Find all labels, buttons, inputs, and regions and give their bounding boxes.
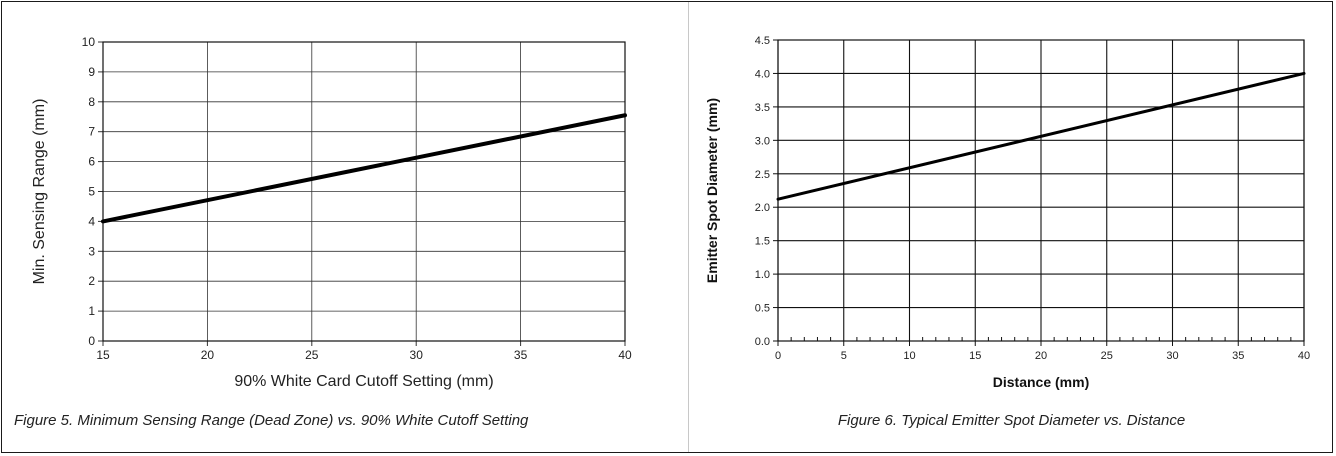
x-tick-label: 25 [305, 348, 319, 362]
y-tick-label: 2.5 [755, 169, 770, 181]
figure-6-grid [773, 39, 1305, 346]
y-tick-label: 2.0 [755, 202, 770, 214]
y-tick-label: 0.0 [755, 336, 770, 348]
y-tick-label: 9 [88, 65, 95, 79]
y-tick-label: 0.5 [755, 303, 770, 315]
y-tick-label: 1.5 [755, 236, 770, 248]
x-tick-label: 10 [903, 350, 915, 362]
y-tick-label: 3 [88, 244, 95, 258]
x-tick-label: 30 [1166, 350, 1178, 362]
y-tick-label: 1 [88, 304, 95, 318]
plot-border [777, 39, 1305, 342]
y-tick-label: 7 [88, 125, 95, 139]
x-tick-label: 35 [1232, 350, 1244, 362]
y-tick-label: 2 [88, 274, 95, 288]
x-tick-label: 30 [410, 348, 424, 362]
y-tick-label: 10 [82, 35, 96, 49]
figure-5-y-ticks: 0 1 2 3 4 5 6 7 8 9 10 [82, 35, 96, 348]
y-tick-label: 5 [88, 185, 95, 199]
figure-5-chart: 0 1 2 3 4 5 6 7 8 9 10 15 20 25 30 35 40 90% White Card… [31, 35, 632, 390]
x-tick-label: 40 [1298, 350, 1310, 362]
series-line [776, 71, 1306, 201]
figure-5-x-ticks: 15 20 25 30 35 40 [96, 348, 632, 362]
figure-6-x-ticks: 0 5 10 15 20 25 30 35 40 [775, 350, 1310, 362]
figure-5-grid [98, 41, 626, 346]
figure-6-chart: 0.0 0.5 1.0 1.5 2.0 2.5 3.0 3.5 4.0 4.5 0 5 10 15 20 2… [704, 35, 1310, 390]
figure-6-caption: Figure 6. Typical Emitter Spot Diameter … [837, 412, 1186, 429]
x-tick-label: 35 [514, 348, 528, 362]
figure-6-series [776, 71, 1306, 201]
x-tick-label: 5 [841, 350, 847, 362]
y-tick-label: 8 [88, 95, 95, 109]
figure-6-minor-ticks [790, 337, 1292, 341]
y-tick-label: 6 [88, 155, 95, 169]
y-tick-label: 4.0 [755, 68, 770, 80]
y-tick-label: 3.5 [755, 102, 770, 114]
x-tick-label: 40 [618, 348, 632, 362]
series-line [101, 113, 627, 224]
x-tick-label: 20 [1035, 350, 1047, 362]
y-tick-label: 3.0 [755, 135, 770, 147]
figure-5-x-axis-label: 90% White Card Cutoff Setting (mm) [234, 373, 493, 390]
figure-5-panel: 0 1 2 3 4 5 6 7 8 9 10 15 20 25 30 35 40 90% White Card… [2, 2, 688, 452]
figure-6-y-ticks: 0.0 0.5 1.0 1.5 2.0 2.5 3.0 3.5 4.0 4.5 [755, 35, 770, 348]
y-tick-label: 4.5 [755, 35, 770, 47]
y-tick-label: 0 [88, 334, 95, 348]
panel-divider [688, 2, 689, 452]
x-tick-label: 15 [96, 348, 110, 362]
figure-5-series [101, 113, 627, 224]
x-tick-label: 20 [201, 348, 215, 362]
figure-5-y-axis-label: Min. Sensing Range (mm) [31, 99, 48, 285]
figure-6-y-axis-label: Emitter Spot Diameter (mm) [704, 98, 720, 283]
x-tick-label: 0 [775, 350, 781, 362]
figure-5-caption: Figure 5. Minimum Sensing Range (Dead Zo… [14, 412, 529, 429]
y-tick-label: 1.0 [755, 269, 770, 281]
x-tick-label: 25 [1101, 350, 1113, 362]
x-tick-label: 15 [969, 350, 981, 362]
y-tick-label: 4 [88, 214, 95, 228]
figure-6-panel: 0.0 0.5 1.0 1.5 2.0 2.5 3.0 3.5 4.0 4.5 0 5 10 15 20 2… [689, 2, 1334, 452]
plot-border [102, 41, 626, 342]
figure-6-x-axis-label: Distance (mm) [993, 374, 1089, 390]
